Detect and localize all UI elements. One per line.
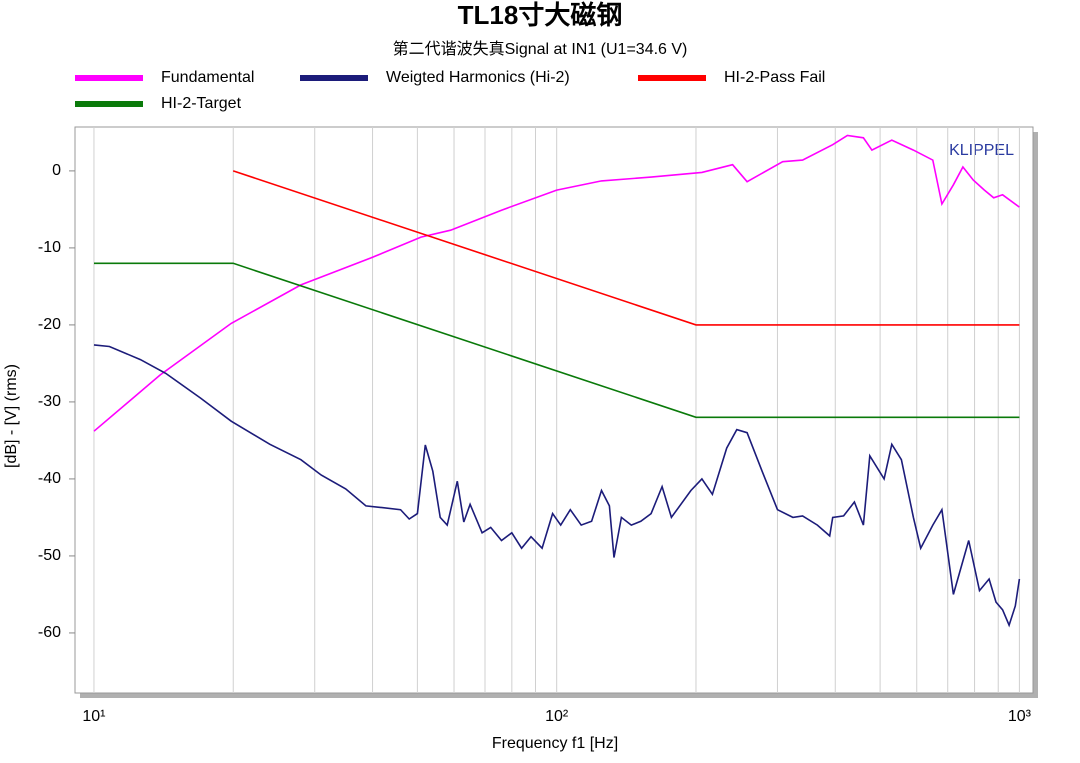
chart-subtitle: 第二代谐波失真Signal at IN1 (U1=34.6 V) (393, 40, 688, 58)
legend-swatch (75, 101, 143, 107)
x-axis-label: Frequency f1 [Hz] (492, 735, 618, 752)
legend-label: Fundamental (161, 69, 254, 86)
x-tick-label: 10³ (1008, 708, 1032, 725)
y-tick-label: -50 (38, 547, 61, 564)
series-line (93, 134, 1020, 432)
series-line (232, 170, 1020, 326)
legend-swatch (300, 75, 368, 81)
legend-label: HI-2-Target (161, 95, 242, 112)
chart-title: TL18寸大磁钢 (458, 0, 623, 30)
series-line (94, 262, 1020, 419)
y-axis-label: [dB] - [V] (rms) (3, 364, 20, 468)
y-tick-label: -60 (38, 624, 61, 641)
y-tick-label: 0 (52, 162, 61, 179)
legend-label: Weigted Harmonics (Hi-2) (386, 69, 570, 86)
y-tick-label: -10 (38, 239, 61, 256)
y-tick-label: -30 (38, 393, 61, 410)
legend-swatch (75, 75, 143, 81)
series-line (93, 344, 1021, 628)
y-tick-label: -20 (38, 316, 61, 333)
legend-swatch (638, 75, 706, 81)
legend-label: HI-2-Pass Fail (724, 69, 825, 86)
plot-area (74, 126, 1034, 694)
y-tick-label: -40 (38, 470, 61, 487)
x-tick-label: 10¹ (82, 708, 105, 725)
x-tick-label: 10² (545, 708, 569, 725)
annotation: KLIPPEL (949, 142, 1014, 159)
